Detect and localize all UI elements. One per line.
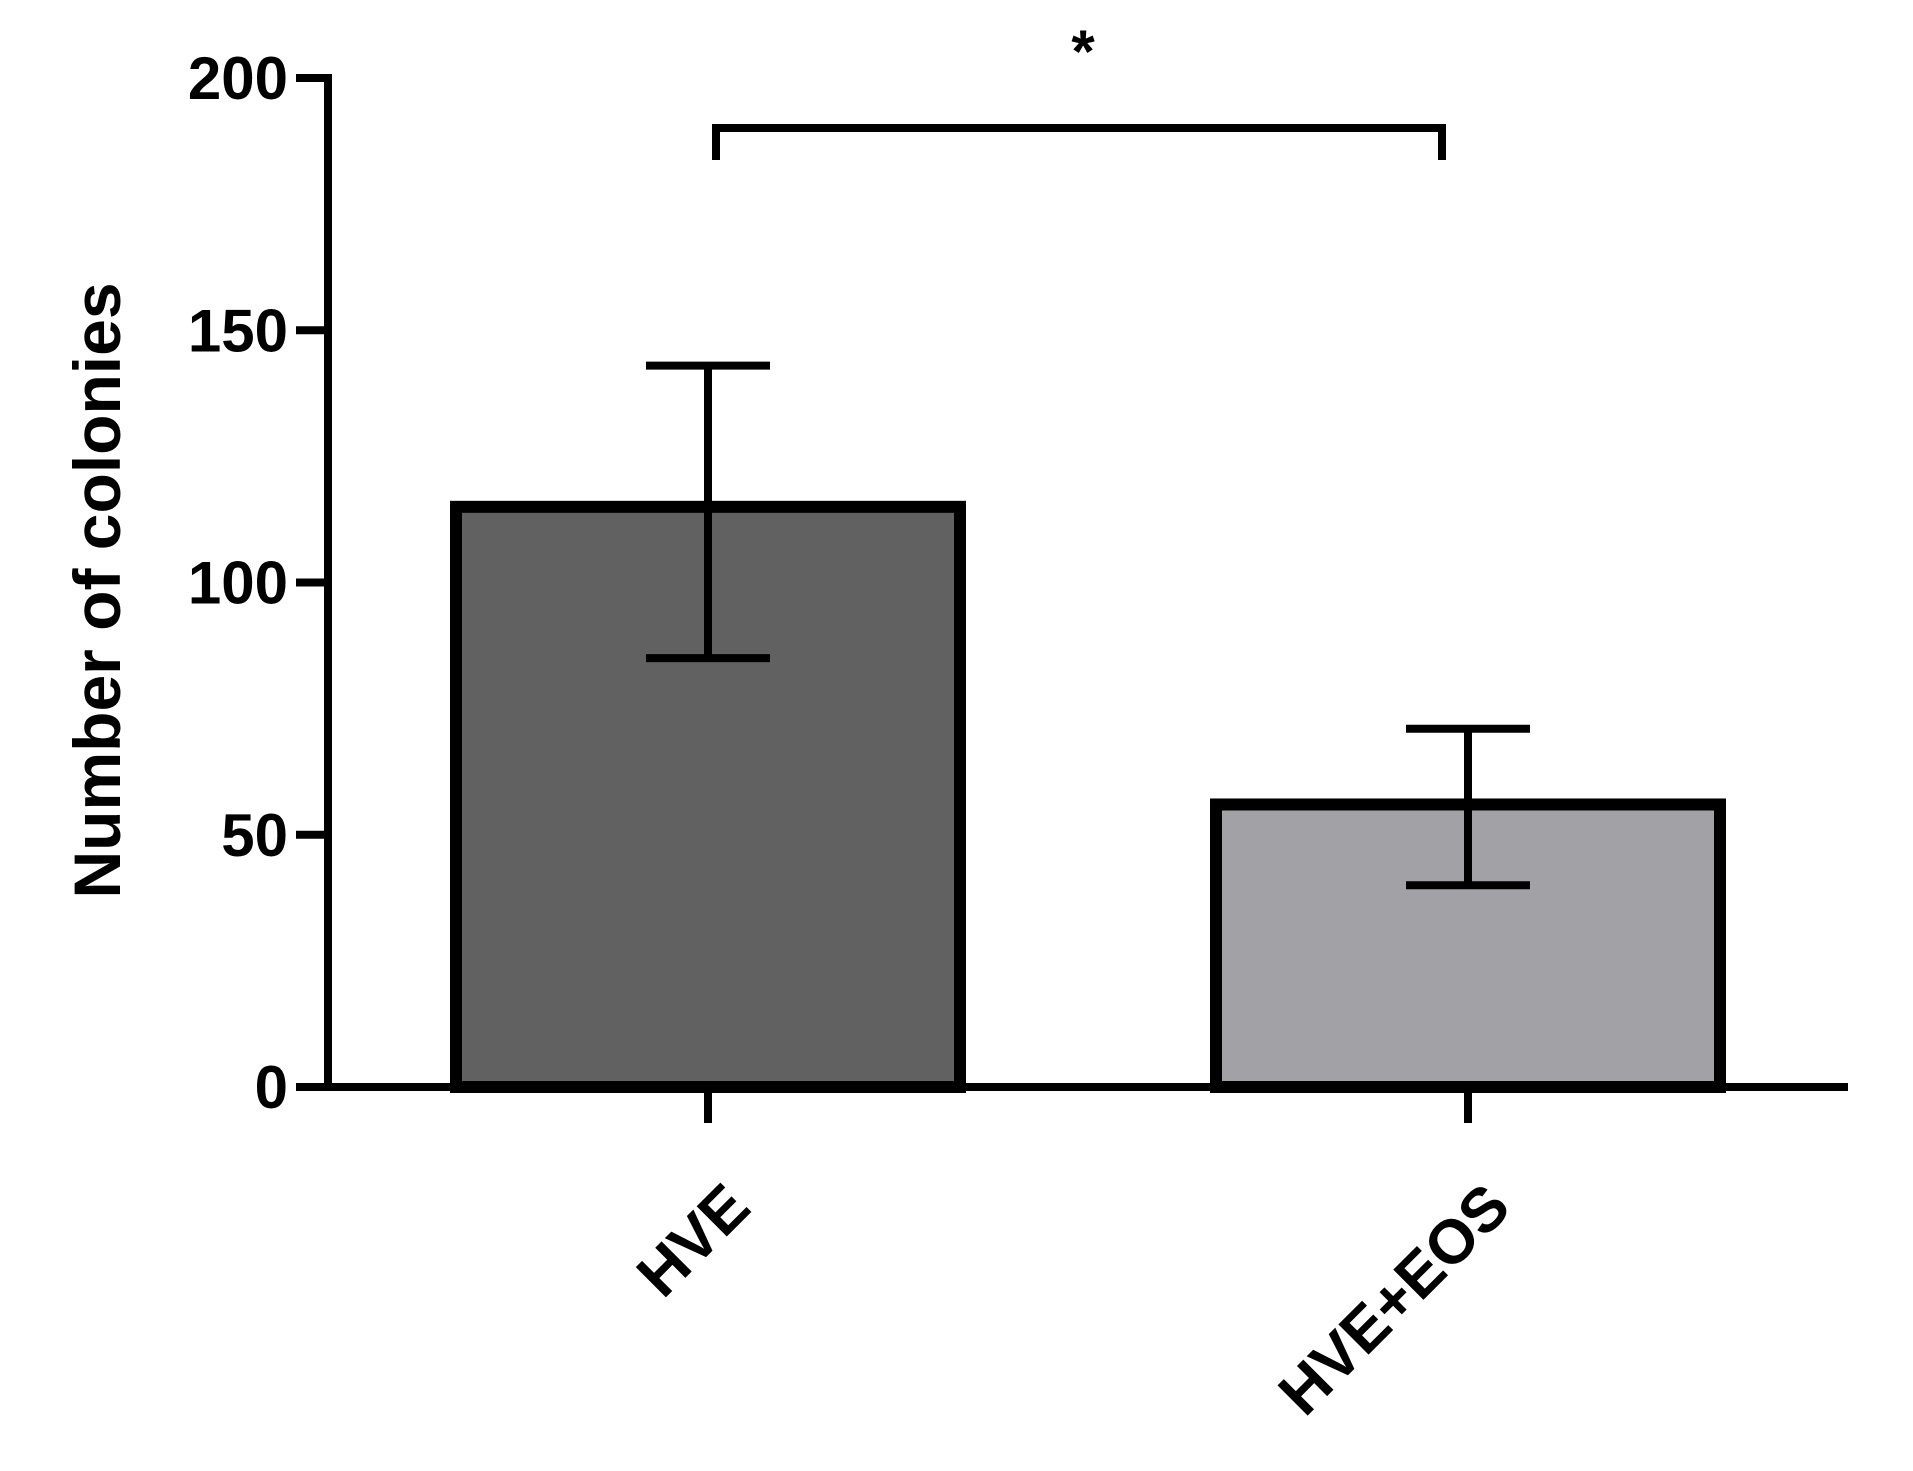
error-bar xyxy=(646,361,770,663)
y-tick-label: 50 xyxy=(221,802,288,869)
error-bar xyxy=(1406,724,1530,890)
y-tick-label: 0 xyxy=(255,1054,288,1121)
y-tick-label: 150 xyxy=(188,297,288,364)
y-tick-label: 200 xyxy=(188,45,288,112)
significance-group: * xyxy=(712,18,1446,160)
error-bars-group xyxy=(646,361,1530,890)
significance-label: * xyxy=(1071,18,1095,85)
bars-group xyxy=(450,500,1726,1093)
y-axis-title: Number of colonies xyxy=(60,282,134,898)
x-category-label: HVE+EOS xyxy=(1266,1171,1523,1428)
x-ticks-group: HVE HVE+EOS xyxy=(624,1087,1523,1428)
significance-bracket xyxy=(712,124,1446,160)
y-ticks-group: 0 50 100 150 200 xyxy=(188,45,328,1121)
x-category-label: HVE xyxy=(624,1171,763,1310)
y-tick-label: 100 xyxy=(188,550,288,617)
